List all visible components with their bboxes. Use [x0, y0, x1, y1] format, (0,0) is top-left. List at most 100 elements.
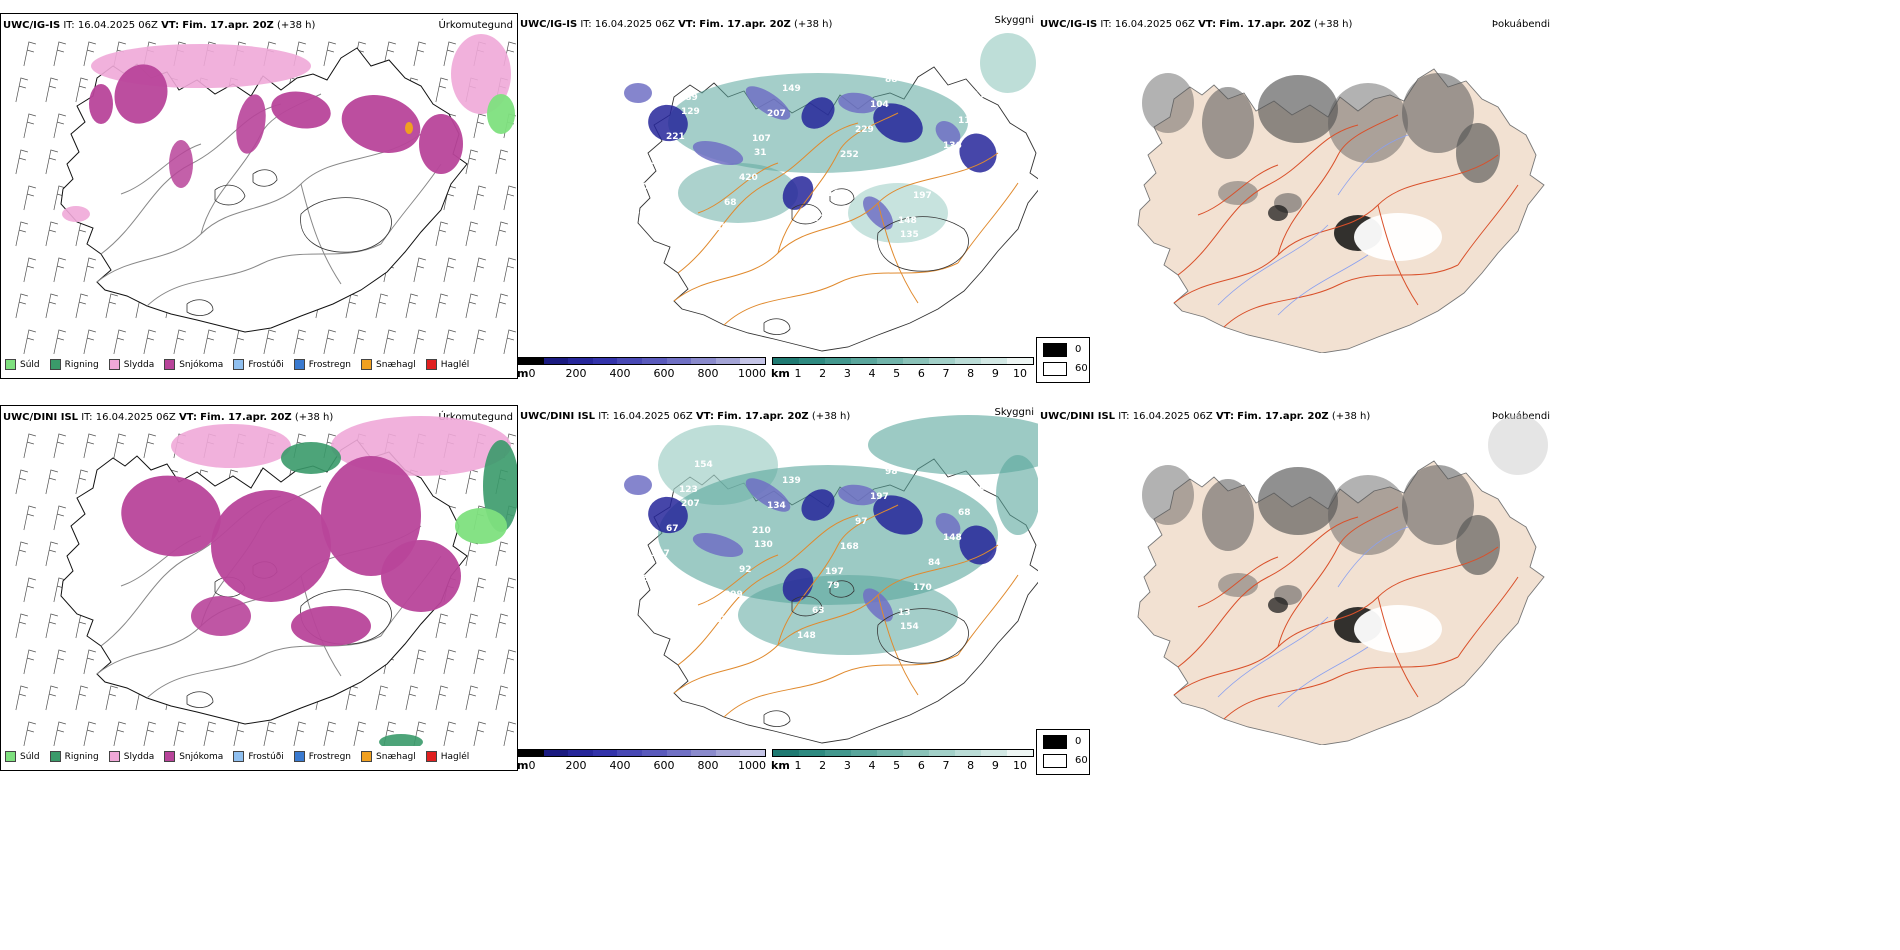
- field-area: [863, 588, 893, 622]
- legend-label: Haglél: [440, 359, 470, 370]
- legend-swatch: [5, 359, 16, 370]
- precip-legend-item: Snæhagl: [361, 751, 416, 762]
- legend-swatch: [293, 359, 305, 370]
- field-area: [1258, 75, 1338, 143]
- field-area: [211, 490, 331, 602]
- legend-label: Rigning: [64, 359, 99, 370]
- road: [697, 162, 779, 214]
- ceiling-value-label: 420: [739, 173, 758, 183]
- legend-label: Súld: [20, 359, 40, 370]
- panel-header: UWC/DINI ISL IT: 16.04.2025 06Z VT: Fim.…: [1040, 411, 1371, 422]
- iceland-ceiling-map: 176 207 130 79 154 100 67 92 63 98 68 147 299 148 197 1…: [608, 415, 1038, 744]
- colorbar-step: [715, 750, 741, 756]
- field-area: [1354, 605, 1442, 653]
- ceiling-value-label: 104: [870, 100, 889, 110]
- colorbar-step: [929, 358, 955, 364]
- fog-legend-low-swatch: [1043, 754, 1067, 768]
- road: [1277, 506, 1399, 648]
- legend-label: Slydda: [123, 359, 155, 370]
- field-area: [863, 196, 893, 230]
- colorbar-tick: 0: [528, 367, 536, 380]
- field-area: [379, 734, 423, 746]
- colorbar-tick: 1: [794, 759, 802, 772]
- legend-swatch: [49, 359, 61, 370]
- ceiling-value-label: 229: [855, 125, 874, 135]
- precip-legend-item: Frostregn: [293, 359, 351, 370]
- ceiling-value-label: 68: [958, 508, 971, 518]
- legend-swatch: [164, 359, 176, 370]
- field-area: [419, 114, 463, 174]
- colorbar-step: [691, 358, 716, 364]
- ceiling-value-labels: 116 129 31 165 135 174 221 420 179 88 110 53 68 180 10…: [608, 66, 1005, 249]
- precip-legend-item: Slydda: [108, 751, 154, 762]
- colorbar-tick: 800: [697, 759, 719, 772]
- field-area: [1202, 479, 1254, 551]
- field-area: [873, 103, 923, 143]
- field-area: [848, 183, 948, 243]
- ceiling-value-labels: 176 207 130 79 154 100 67 92 63 98 68 147 299 148 197 1…: [608, 458, 1005, 641]
- visibility-unit: km: [771, 367, 790, 380]
- road: [96, 133, 422, 283]
- colorbar-step: [1007, 358, 1033, 364]
- field-area: [405, 122, 413, 134]
- road: [877, 594, 919, 696]
- field-area: [271, 91, 331, 129]
- fog-legend-high-label: 0: [1075, 344, 1082, 355]
- colorbar-step: [825, 750, 851, 756]
- ceiling-value-label: 100: [973, 483, 992, 493]
- colorbar-step: [825, 358, 851, 364]
- field-area: [692, 533, 744, 557]
- precip-legend-item: Rigning: [49, 751, 99, 762]
- ceiling-value-label: 97: [855, 517, 868, 527]
- legend-swatch: [361, 359, 373, 370]
- colorbar-step: [519, 358, 544, 364]
- field-area: [483, 440, 517, 532]
- colorbar-tick: 200: [565, 759, 587, 772]
- ceiling-value-label: 149: [782, 84, 801, 94]
- fog-panel-top: UWC/IG-IS IT: 16.04.2025 06Z VT: Fim. 17…: [1038, 13, 1554, 379]
- river: [1277, 254, 1369, 316]
- field-area: [1268, 597, 1288, 613]
- precip-legend-item: Frostúði: [233, 359, 284, 370]
- field-area: [121, 475, 221, 557]
- legend-label: Frostúði: [248, 359, 284, 370]
- river-lines: [1217, 526, 1409, 708]
- colorbar-step: [641, 750, 667, 756]
- field-area: [959, 133, 997, 173]
- road: [1177, 516, 1359, 668]
- colorbar-tick: 10: [1013, 759, 1027, 772]
- ceiling-value-label: 123: [679, 485, 698, 495]
- panel-field-title: Úrkomutegund: [438, 20, 513, 31]
- glacier-outlines: [763, 188, 969, 335]
- field-area: [114, 64, 168, 124]
- field-area: [745, 86, 791, 120]
- river: [1337, 526, 1409, 588]
- field-area: [1354, 213, 1442, 261]
- ceiling-value-label: 79: [827, 581, 840, 591]
- road: [1377, 204, 1419, 306]
- visibility-colorbar-top: km 1 2 3 4 5 6 7 8 9 10: [771, 357, 1034, 380]
- field-area: [1202, 87, 1254, 159]
- ceiling-value-label: 189: [679, 93, 698, 103]
- colorbar-step: [955, 750, 981, 756]
- road: [677, 122, 859, 274]
- ceiling-value-label: 98: [885, 467, 898, 477]
- ceiling-value-label: 92: [739, 565, 752, 575]
- colorbar-tick: 4: [868, 367, 876, 380]
- panel-field-title: Þokuábendi: [1491, 19, 1550, 30]
- ceiling-value-label: 84: [928, 558, 941, 568]
- precip-legend-item: Snæhagl: [361, 359, 416, 370]
- iceland-precip-map: [15, 416, 517, 746]
- legend-swatch: [233, 751, 245, 762]
- ceiling-value-label: 136: [943, 141, 962, 151]
- road: [673, 544, 999, 694]
- colorbar-step: [981, 358, 1007, 364]
- ceiling-value-label: 135: [900, 230, 919, 240]
- visibility-colorbar-swatches: [772, 357, 1034, 365]
- field-area: [935, 513, 961, 537]
- field-area: [868, 415, 1038, 475]
- ceiling-value-label: 162: [709, 615, 728, 625]
- panel-field-title: Úrkomutegund: [438, 412, 513, 423]
- field-area: [648, 104, 688, 142]
- road: [877, 202, 919, 304]
